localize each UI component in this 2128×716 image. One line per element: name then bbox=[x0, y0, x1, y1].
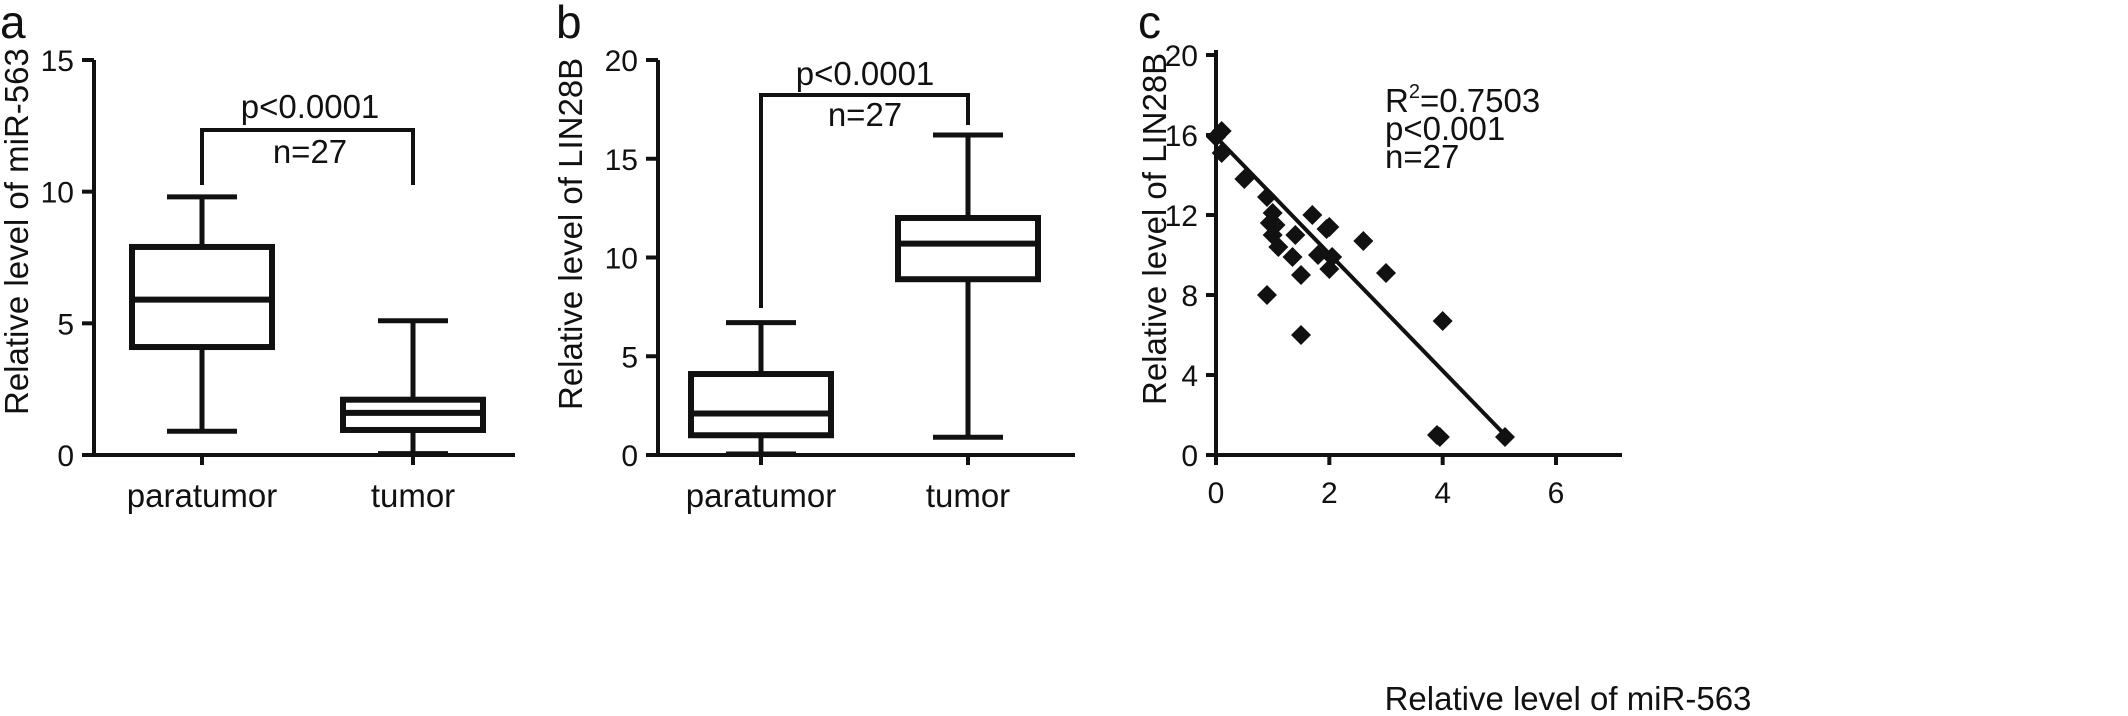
panel-c-y-ticks: 0 4 8 12 16 20 bbox=[1165, 40, 1216, 473]
panel-c-x-axis-label: Relative level of miR-563 bbox=[1385, 680, 1752, 716]
panel-a-significance-bracket bbox=[200, 128, 415, 185]
a-x-tick-label: paratumor bbox=[127, 477, 277, 514]
b-y-tick-label: 0 bbox=[621, 440, 638, 473]
b-iqr-box bbox=[688, 371, 834, 439]
a-box-tumor bbox=[340, 318, 486, 457]
panel-b-y-ticks: 0 5 10 15 20 bbox=[605, 45, 658, 473]
c-y-tick-label: 12 bbox=[1165, 200, 1198, 233]
c-y-tick-label: 8 bbox=[1181, 280, 1198, 313]
panel-b-label: b bbox=[556, 0, 582, 48]
panel-a-boxes bbox=[129, 194, 486, 457]
b-box-tumor bbox=[895, 132, 1041, 440]
panel-c: c Relative level of LIN28B Relative leve… bbox=[1136, 0, 1751, 716]
panel-b-n-value: n=27 bbox=[828, 96, 902, 133]
c-y-tick-label: 16 bbox=[1165, 120, 1198, 153]
c-data-point bbox=[1319, 217, 1340, 237]
panel-c-r2-symbol: R bbox=[1385, 82, 1409, 119]
panel-c-y-axis-label: Relative level of LIN28B bbox=[1136, 53, 1173, 405]
c-data-point bbox=[1211, 121, 1232, 141]
c-data-point bbox=[1211, 143, 1232, 163]
c-data-point bbox=[1257, 187, 1277, 207]
c-data-point bbox=[1285, 225, 1306, 245]
b-y-tick-label: 5 bbox=[621, 341, 638, 374]
a-y-tick-label: 15 bbox=[41, 45, 74, 78]
panel-b-boxes bbox=[688, 132, 1041, 457]
b-y-tick-label: 20 bbox=[605, 45, 638, 78]
c-x-tick-label: 0 bbox=[1208, 477, 1225, 510]
panel-a-y-axis-label: Relative level of miR-563 bbox=[0, 48, 35, 415]
panel-a-y-ticks: 0 5 10 15 bbox=[41, 45, 94, 473]
a-x-tick-label: tumor bbox=[371, 477, 455, 514]
panel-b-x-ticks: paratumor tumor bbox=[686, 455, 1010, 514]
panel-b: b Relative level of LIN28B 0 5 10 15 20 para… bbox=[552, 0, 1075, 514]
c-x-tick-label: 6 bbox=[1548, 477, 1565, 510]
a-y-tick-label: 0 bbox=[57, 440, 74, 473]
panel-a-x-ticks: paratumor tumor bbox=[127, 455, 455, 514]
c-data-point bbox=[1319, 259, 1340, 279]
panel-c-x-ticks: 0 2 4 6 bbox=[1208, 455, 1565, 510]
c-y-tick-label: 4 bbox=[1181, 360, 1198, 393]
panel-c-n-value: n=27 bbox=[1385, 138, 1459, 175]
b-y-tick-label: 15 bbox=[605, 144, 638, 177]
c-data-point bbox=[1495, 427, 1515, 447]
a-y-tick-label: 5 bbox=[57, 308, 74, 341]
b-y-tick-label: 10 bbox=[605, 243, 638, 276]
panel-c-r2-value: =0.7503 bbox=[1420, 82, 1540, 119]
panel-c-points bbox=[1206, 121, 1515, 447]
b-iqr-box bbox=[895, 215, 1041, 283]
panel-b-p-value: p<0.0001 bbox=[796, 55, 935, 92]
b-x-tick-label: tumor bbox=[926, 477, 1010, 514]
panel-c-p-value: p<0.001 bbox=[1385, 110, 1505, 147]
c-y-tick-label: 0 bbox=[1181, 440, 1198, 473]
c-data-point bbox=[1291, 325, 1311, 345]
c-data-point bbox=[1429, 427, 1450, 447]
c-data-point bbox=[1282, 247, 1303, 267]
c-data-point bbox=[1257, 285, 1277, 305]
c-data-point bbox=[1302, 205, 1323, 225]
c-x-tick-label: 2 bbox=[1321, 477, 1338, 510]
panel-a-p-value: p<0.0001 bbox=[241, 88, 380, 125]
panel-a-label: a bbox=[0, 0, 26, 48]
panel-a: a Relative level of miR-563 0 5 10 15 parat… bbox=[0, 0, 515, 514]
c-data-point bbox=[1268, 237, 1289, 257]
panel-b-y-axis-label: Relative level of LIN28B bbox=[552, 58, 589, 410]
panel-a-n-value: n=27 bbox=[273, 133, 347, 170]
c-data-point bbox=[1432, 311, 1453, 331]
c-y-tick-label: 20 bbox=[1165, 40, 1198, 73]
a-y-tick-label: 10 bbox=[41, 177, 74, 210]
c-data-point bbox=[1353, 231, 1374, 251]
panel-c-r2: R2=0.7503 bbox=[1385, 81, 1540, 119]
b-x-tick-label: paratumor bbox=[686, 477, 836, 514]
a-box-paratumor bbox=[129, 194, 275, 434]
panel-c-label: c bbox=[1138, 0, 1161, 48]
c-data-point bbox=[1376, 263, 1396, 283]
panel-b-significance-bracket bbox=[759, 93, 970, 308]
c-data-point bbox=[1308, 245, 1328, 265]
c-data-point bbox=[1234, 169, 1255, 189]
c-x-tick-label: 4 bbox=[1434, 477, 1451, 510]
c-data-point bbox=[1291, 265, 1311, 285]
panel-c-fit-line bbox=[1214, 135, 1507, 437]
panel-c-r2-exponent: 2 bbox=[1409, 81, 1420, 103]
b-box-paratumor bbox=[688, 320, 834, 457]
